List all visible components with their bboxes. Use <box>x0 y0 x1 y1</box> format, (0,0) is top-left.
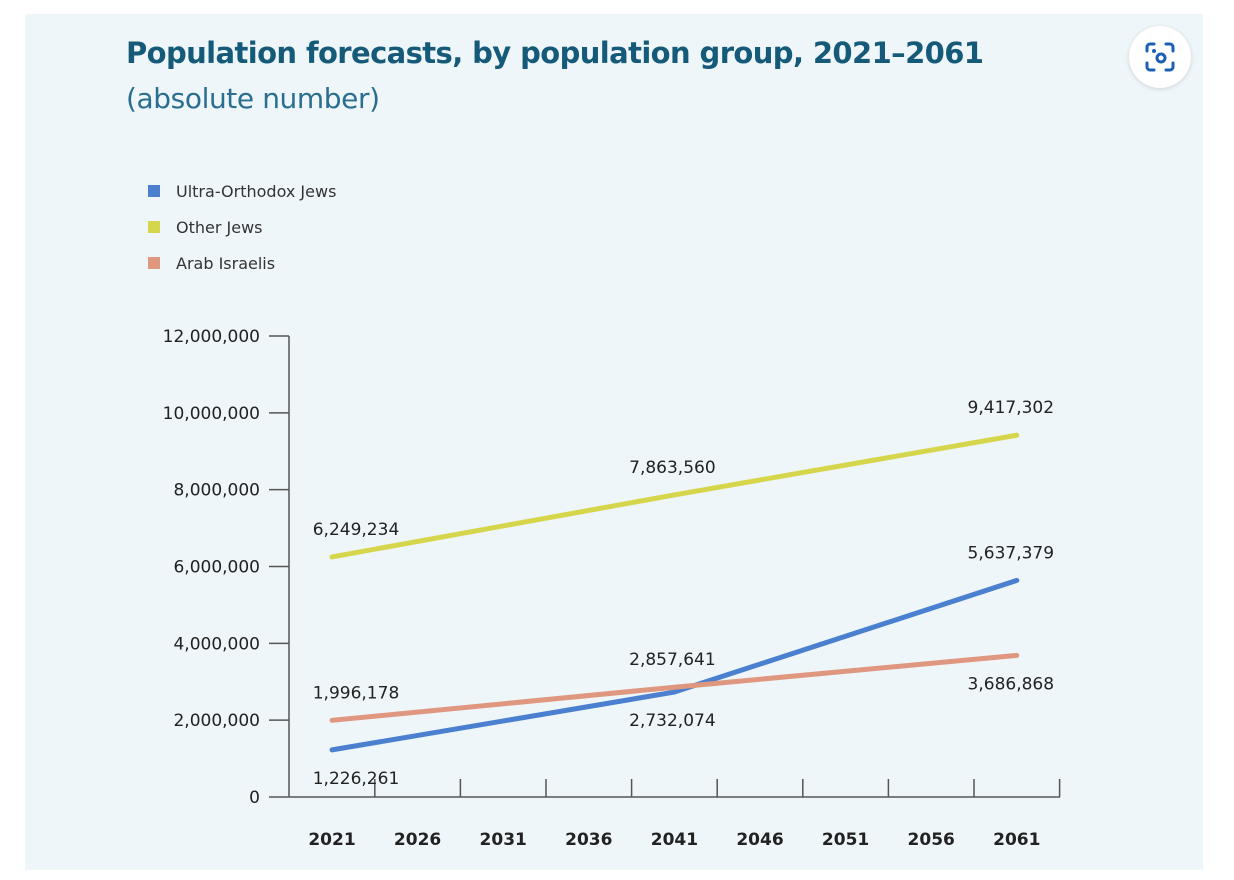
visual-search-icon <box>1145 42 1175 72</box>
x-tick-label: 2061 <box>993 830 1040 850</box>
x-tick-label: 2051 <box>822 830 869 850</box>
legend-item-arab-israelis: Arab Israelis <box>148 245 336 281</box>
chart-card <box>25 14 1203 870</box>
visual-search-button[interactable] <box>1129 26 1191 88</box>
legend-item-other-jews: Other Jews <box>148 209 336 245</box>
data-label: 7,863,560 <box>629 458 716 478</box>
data-label: 1,996,178 <box>313 683 400 703</box>
x-tick-label: 2036 <box>565 830 612 850</box>
x-tick-label: 2041 <box>651 830 698 850</box>
data-label: 2,732,074 <box>629 711 716 731</box>
legend-swatch <box>148 257 160 269</box>
y-tick-label: 2,000,000 <box>173 711 260 731</box>
legend-label: Ultra-Orthodox Jews <box>176 181 337 201</box>
x-tick-label: 2026 <box>394 830 441 850</box>
y-tick-label: 10,000,000 <box>163 404 260 424</box>
chart-title: Population forecasts, by population grou… <box>126 36 984 70</box>
y-tick-label: 0 <box>249 788 260 808</box>
data-label: 3,686,868 <box>968 674 1055 694</box>
legend-swatch <box>148 221 160 233</box>
legend-label: Arab Israelis <box>176 253 276 273</box>
y-tick-label: 8,000,000 <box>173 481 260 501</box>
legend-item-ultra-orthodox: Ultra-Orthodox Jews <box>148 173 336 209</box>
data-label: 5,637,379 <box>968 543 1055 563</box>
legend-label: Other Jews <box>176 217 263 237</box>
legend: Ultra-Orthodox Jews Other Jews Arab Isra… <box>148 173 336 281</box>
data-label: 6,249,234 <box>313 520 400 540</box>
x-tick-label: 2056 <box>908 830 955 850</box>
y-tick-label: 12,000,000 <box>163 327 260 347</box>
data-label: 2,857,641 <box>629 650 716 670</box>
series-line <box>329 432 1020 560</box>
x-tick-label: 2046 <box>736 830 783 850</box>
x-tick-label: 2031 <box>480 830 527 850</box>
legend-swatch <box>148 185 160 197</box>
data-label: 9,417,302 <box>968 398 1055 418</box>
y-tick-label: 6,000,000 <box>173 558 260 578</box>
y-tick-label: 4,000,000 <box>173 634 260 654</box>
chart-subtitle: (absolute number) <box>126 82 380 115</box>
x-tick-label: 2021 <box>308 830 355 850</box>
data-label: 1,226,261 <box>313 769 400 789</box>
